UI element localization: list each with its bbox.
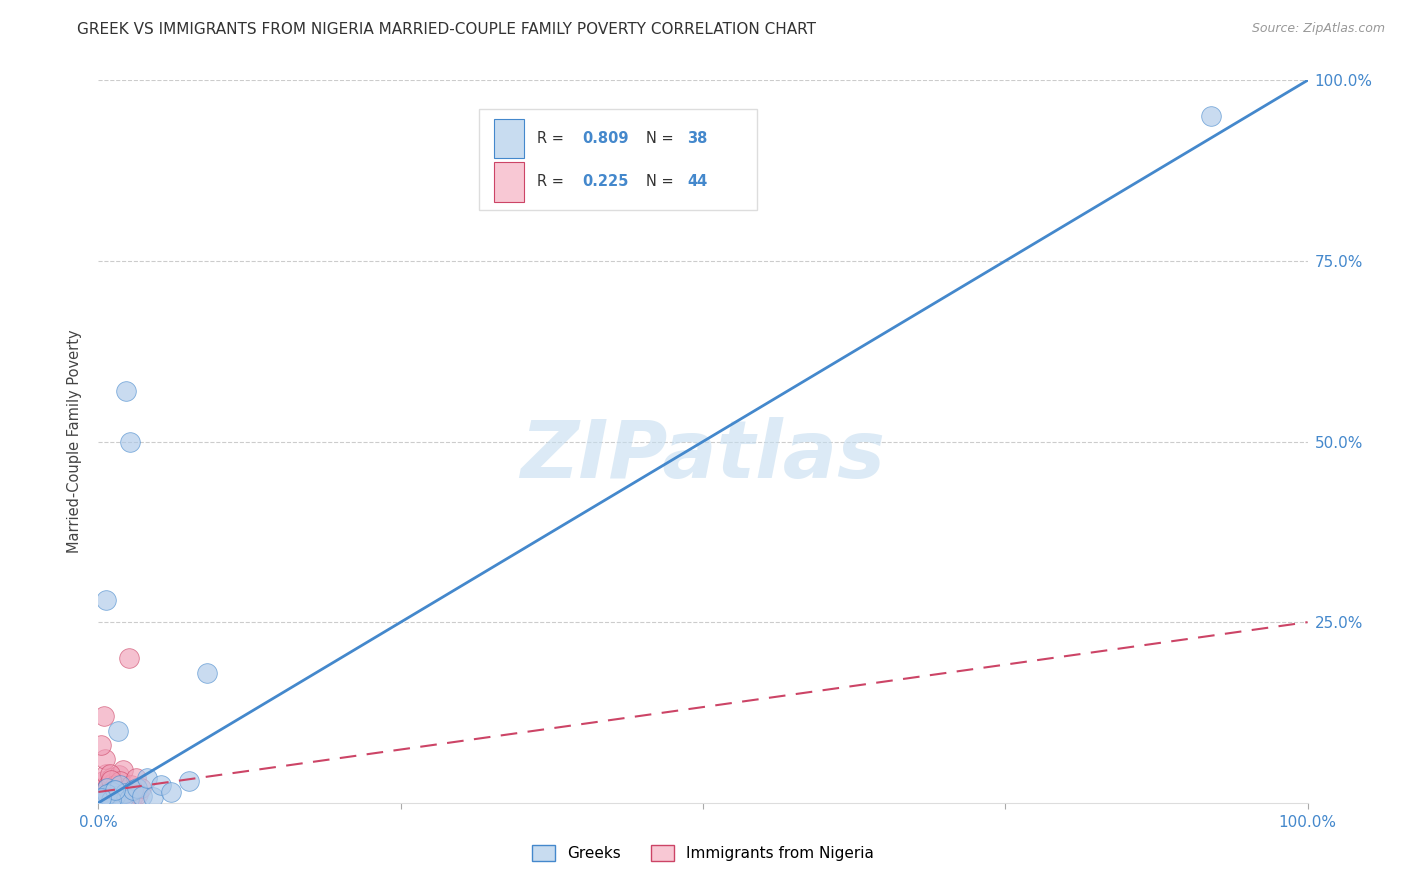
Point bbox=[127, 781, 149, 796]
Point bbox=[93, 790, 115, 805]
Text: N =: N = bbox=[647, 174, 679, 189]
Point bbox=[100, 791, 122, 805]
Point bbox=[111, 790, 134, 805]
Point bbox=[110, 789, 132, 804]
Point bbox=[91, 792, 114, 806]
Point bbox=[105, 787, 128, 801]
Point bbox=[93, 791, 115, 805]
Text: 38: 38 bbox=[688, 131, 707, 146]
Point bbox=[105, 789, 128, 803]
Point bbox=[108, 774, 131, 789]
Point bbox=[127, 787, 149, 801]
Point bbox=[96, 781, 118, 796]
Point bbox=[89, 794, 111, 808]
Point bbox=[111, 764, 134, 778]
Point bbox=[108, 784, 131, 798]
Text: Source: ZipAtlas.com: Source: ZipAtlas.com bbox=[1251, 22, 1385, 36]
Point bbox=[131, 789, 153, 803]
Point bbox=[122, 789, 145, 803]
Point bbox=[111, 792, 134, 806]
Point bbox=[90, 781, 112, 796]
Point bbox=[107, 723, 129, 738]
Point bbox=[114, 786, 136, 800]
Point bbox=[105, 785, 128, 799]
Point bbox=[96, 781, 118, 796]
Point bbox=[112, 781, 135, 796]
Point bbox=[129, 781, 152, 796]
Point bbox=[100, 772, 122, 787]
Point bbox=[93, 709, 115, 723]
Point bbox=[97, 794, 120, 808]
Point bbox=[94, 752, 117, 766]
Point bbox=[98, 767, 121, 781]
Point bbox=[104, 782, 127, 797]
Point bbox=[96, 785, 118, 799]
Point bbox=[1199, 109, 1222, 123]
Point bbox=[115, 782, 138, 797]
Point bbox=[108, 778, 131, 792]
Point bbox=[108, 789, 131, 803]
Point bbox=[96, 790, 118, 805]
Point bbox=[122, 782, 145, 797]
Y-axis label: Married-Couple Family Poverty: Married-Couple Family Poverty bbox=[67, 330, 83, 553]
Point bbox=[104, 789, 127, 804]
Text: N =: N = bbox=[647, 131, 679, 146]
Text: R =: R = bbox=[537, 174, 569, 189]
Point bbox=[100, 785, 122, 799]
Point bbox=[91, 789, 114, 803]
Point bbox=[89, 792, 111, 806]
Point bbox=[94, 593, 117, 607]
Text: 0.225: 0.225 bbox=[582, 174, 628, 189]
Point bbox=[103, 782, 125, 797]
Point bbox=[107, 780, 129, 794]
FancyBboxPatch shape bbox=[479, 109, 758, 211]
Point bbox=[90, 794, 112, 808]
Point bbox=[104, 778, 127, 792]
Point bbox=[101, 775, 124, 789]
Point bbox=[91, 787, 114, 801]
Point bbox=[100, 771, 122, 785]
Point bbox=[142, 790, 165, 805]
Point bbox=[90, 738, 112, 752]
Point bbox=[90, 790, 112, 805]
Point bbox=[114, 786, 136, 800]
Text: 0.809: 0.809 bbox=[582, 131, 628, 146]
Point bbox=[135, 771, 157, 785]
Text: GREEK VS IMMIGRANTS FROM NIGERIA MARRIED-COUPLE FAMILY POVERTY CORRELATION CHART: GREEK VS IMMIGRANTS FROM NIGERIA MARRIED… bbox=[77, 22, 817, 37]
Point bbox=[97, 778, 120, 792]
Point bbox=[115, 384, 138, 398]
Point bbox=[150, 778, 173, 792]
Point bbox=[94, 767, 117, 781]
Point bbox=[98, 787, 121, 801]
Point bbox=[96, 787, 118, 801]
Point bbox=[118, 651, 141, 665]
Point bbox=[120, 778, 142, 792]
FancyBboxPatch shape bbox=[494, 162, 524, 202]
Point bbox=[101, 790, 124, 805]
Point bbox=[91, 774, 114, 789]
Point bbox=[125, 771, 148, 785]
Point bbox=[91, 793, 114, 807]
Point bbox=[100, 785, 122, 799]
Point bbox=[98, 791, 121, 805]
Point bbox=[103, 782, 125, 797]
Point bbox=[97, 785, 120, 799]
Point bbox=[89, 794, 111, 808]
Text: 44: 44 bbox=[688, 174, 707, 189]
Point bbox=[100, 793, 122, 807]
Text: ZIPatlas: ZIPatlas bbox=[520, 417, 886, 495]
Point bbox=[118, 792, 141, 806]
Point bbox=[160, 785, 183, 799]
Point bbox=[101, 790, 124, 805]
Legend: Greeks, Immigrants from Nigeria: Greeks, Immigrants from Nigeria bbox=[526, 839, 880, 867]
Point bbox=[118, 434, 141, 449]
FancyBboxPatch shape bbox=[494, 119, 524, 158]
Point bbox=[93, 789, 115, 803]
Point bbox=[108, 768, 131, 782]
Point bbox=[179, 774, 201, 789]
Point bbox=[104, 793, 127, 807]
Point bbox=[195, 665, 218, 680]
Text: R =: R = bbox=[537, 131, 569, 146]
